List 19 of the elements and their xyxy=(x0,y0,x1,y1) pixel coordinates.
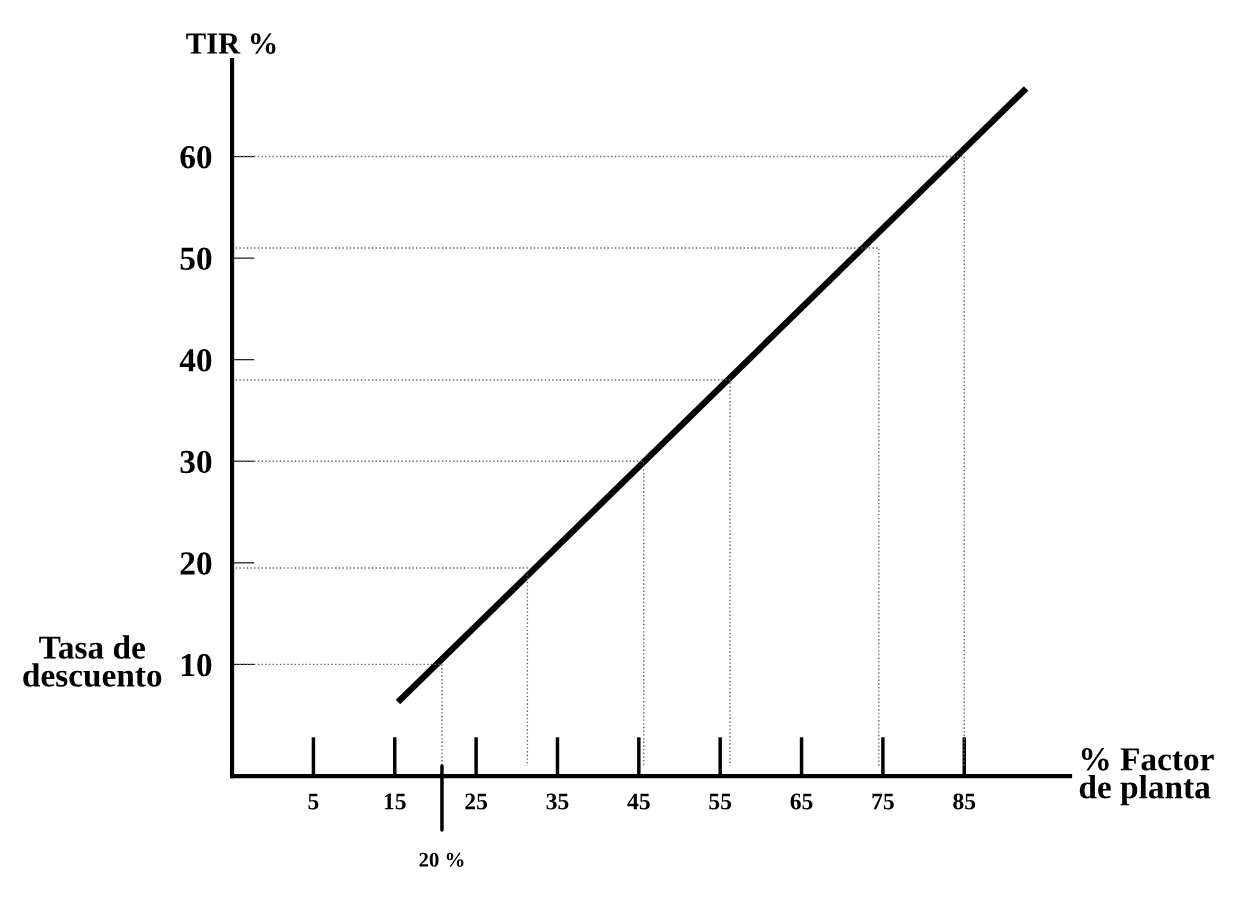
x-tick-label: 35 xyxy=(546,793,569,810)
y-tick-label: 30 xyxy=(180,450,212,474)
x-tick-label: 55 xyxy=(709,793,732,810)
y-tick-label: 40 xyxy=(179,349,212,372)
y-tick-label: 20 xyxy=(180,552,212,575)
annotation: 20 % xyxy=(419,852,464,867)
y-tick-label: 50 xyxy=(180,247,212,271)
x-tick-label: 65 xyxy=(790,793,813,810)
y-axis-title: TIR % xyxy=(186,33,276,54)
x-tick-label: 45 xyxy=(627,793,650,810)
x-axis-title: % Factor de planta xyxy=(1079,748,1214,806)
x-tick-label: 85 xyxy=(953,793,976,810)
x-tick-label: 75 xyxy=(872,793,894,810)
annotation: Tasa de descuento xyxy=(23,635,162,687)
x-tick-label: 15 xyxy=(384,793,406,810)
x-tick-label: 5 xyxy=(308,793,319,810)
y-tick-label: 60 xyxy=(180,145,212,169)
x-tick-label: 25 xyxy=(465,793,488,810)
y-tick-label: 10 xyxy=(181,653,212,677)
